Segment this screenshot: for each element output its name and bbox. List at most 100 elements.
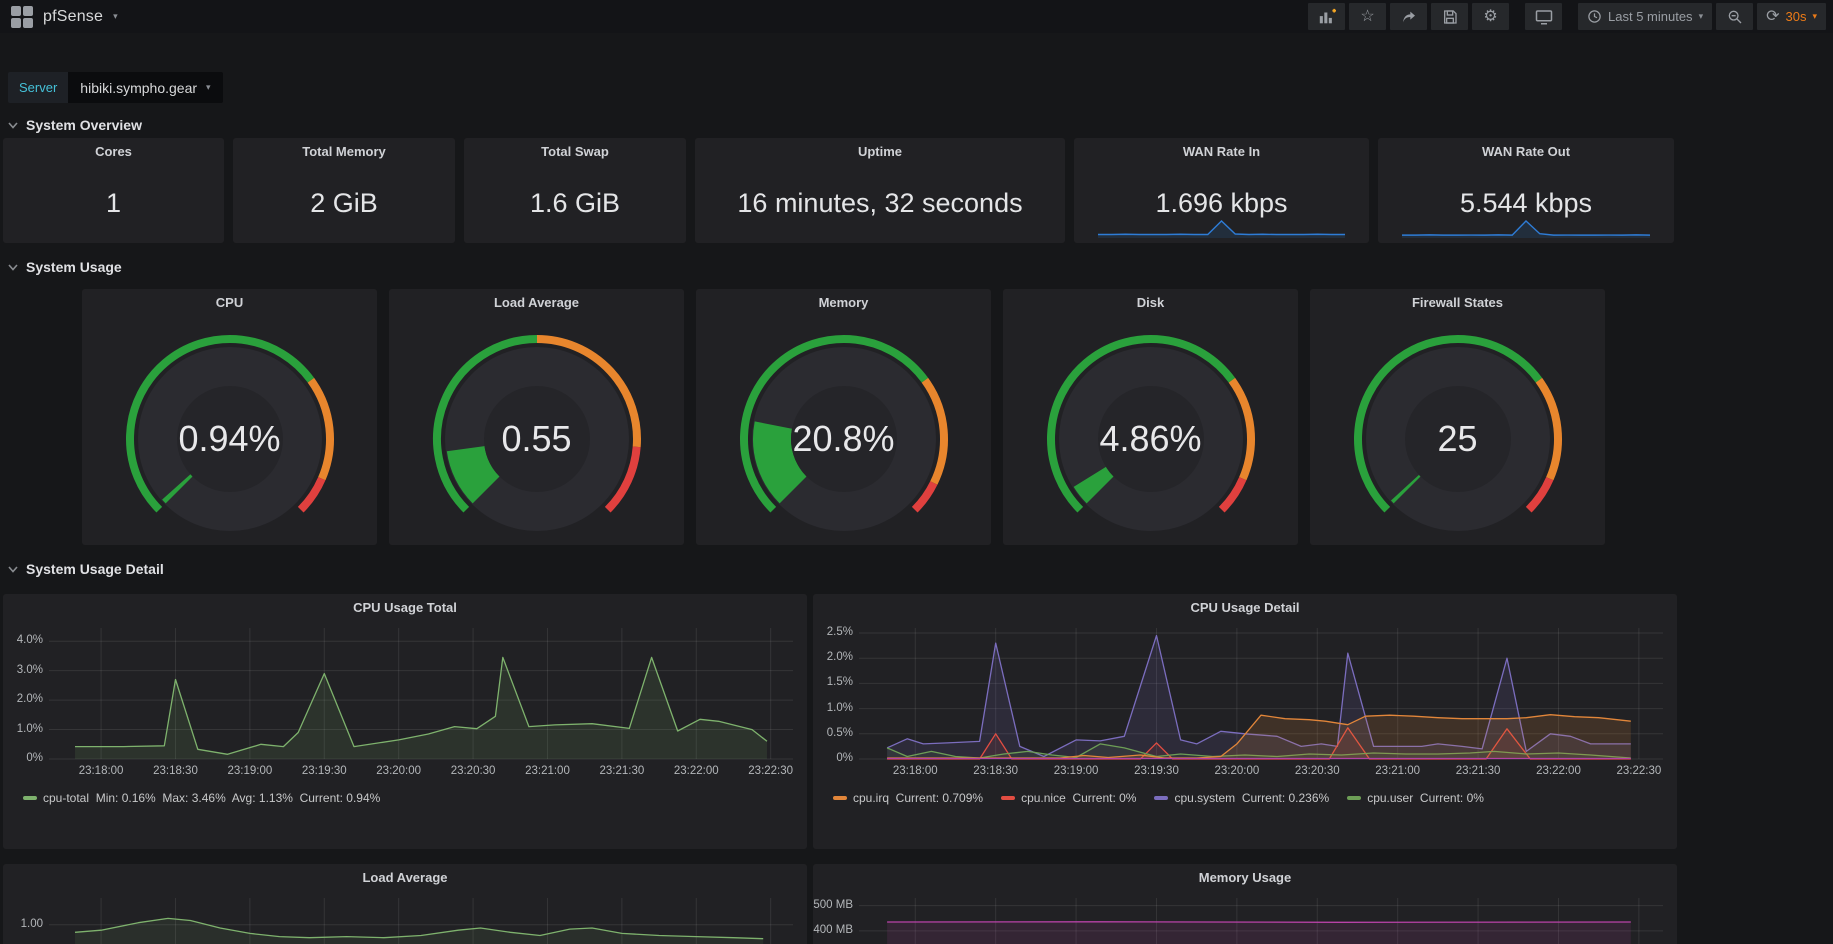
- stat-panel-total-memory: Total Memory 2 GiB: [233, 138, 455, 243]
- gauge-value: 0.55: [501, 418, 572, 459]
- chart-panel-title[interactable]: CPU Usage Total: [353, 600, 457, 615]
- legend-item[interactable]: cpu.irq Current: 0.709%: [833, 791, 983, 805]
- chart-svg: [859, 628, 1663, 760]
- stat-panel-title[interactable]: Total Memory: [302, 144, 386, 159]
- stat-panel-total-swap: Total Swap 1.6 GiB: [464, 138, 686, 243]
- stat-panel-title[interactable]: WAN Rate Out: [1481, 144, 1571, 159]
- y-axis-tick-label: 0%: [836, 752, 853, 764]
- stat-panel-cores: Cores 1: [3, 138, 224, 243]
- save-button[interactable]: [1431, 3, 1469, 30]
- legend-color-dash: [1001, 796, 1016, 800]
- chart-panel-title[interactable]: CPU Usage Detail: [1190, 600, 1300, 615]
- zoom-out-button[interactable]: [1716, 3, 1754, 30]
- section-header-system-usage[interactable]: System Usage: [8, 259, 1833, 275]
- x-axis-tick-label: 23:18:30: [973, 765, 1019, 777]
- x-axis-tick-label: 23:22:30: [1616, 765, 1662, 777]
- time-range-picker[interactable]: Last 5 minutes ▾: [1578, 3, 1713, 30]
- y-axis-tick-label: 1.0%: [16, 722, 43, 735]
- star-icon: ☆: [1360, 7, 1375, 25]
- legend-item[interactable]: cpu.system Current: 0.236%: [1154, 791, 1329, 805]
- x-axis-tick-label: 23:19:00: [227, 765, 273, 777]
- grafana-menu-icon[interactable]: [11, 5, 33, 28]
- gauge-panel-title[interactable]: Disk: [1136, 295, 1165, 310]
- series-cpu.system: [886, 634, 1631, 758]
- legend-item[interactable]: cpu.nice Current: 0%: [1001, 791, 1136, 805]
- stat-panel-title[interactable]: WAN Rate In: [1182, 144, 1261, 159]
- section-header-system-overview[interactable]: System Overview: [8, 117, 1833, 133]
- legend-label: cpu.user Current: 0%: [1367, 791, 1484, 805]
- chart-plot-area[interactable]: 0% 1.0% 2.0% 3.0% 4.0% 23:18:00 23:18:30 23:19:…: [3, 620, 807, 847]
- stat-panel-title[interactable]: Uptime: [857, 144, 903, 159]
- y-axis-tick-label: 3.0%: [16, 663, 43, 676]
- tv-icon: [1535, 9, 1552, 24]
- chart-panel-memory-usage: Memory Usage 100 MB200 MB300 MB400 MB500…: [813, 864, 1677, 944]
- gauge-arc: [1353, 335, 1562, 531]
- gauge-panel-title[interactable]: CPU: [215, 295, 244, 310]
- stat-value: 5.544 kbps: [1459, 188, 1593, 218]
- chart-row-1: CPU Usage Total 0% 1.0% 2.0% 3.0% 4.0% 23:18:…: [3, 594, 1833, 849]
- gauge: 25: [1310, 315, 1605, 543]
- chart-legend: cpu-total Min: 0.16% Max: 3.46% Avg: 1.1…: [23, 791, 380, 805]
- server-variable-dropdown[interactable]: hibiki.sympho.gear ▾: [68, 72, 223, 103]
- dashboard-header: pfSense ▾: [7, 5, 118, 28]
- gauge-panel-title[interactable]: Memory: [818, 295, 869, 310]
- stat-panel-title[interactable]: Total Swap: [541, 144, 609, 159]
- section-header-system-usage-detail[interactable]: System Usage Detail: [8, 561, 1833, 577]
- server-variable-label: Server: [8, 72, 69, 103]
- gauge-panel-memory: Memory 20.8%: [696, 289, 991, 545]
- y-axis-tick-label: 2.0%: [826, 651, 853, 664]
- chevron-down-icon[interactable]: ▾: [113, 11, 118, 21]
- refresh-icon: ⟳: [1766, 7, 1780, 25]
- chart-plot-area[interactable]: 00.250.500.751.0023:18:0023:18:3023:19:0…: [3, 890, 807, 944]
- sparkline: [1098, 220, 1345, 238]
- legend-label: cpu.irq Current: 0.709%: [853, 791, 984, 805]
- legend-label: cpu.system Current: 0.236%: [1174, 791, 1330, 805]
- gauge-value: 25: [1437, 418, 1478, 459]
- add-panel-icon: [1319, 8, 1336, 23]
- share-button[interactable]: [1390, 3, 1428, 30]
- cycle-view-button[interactable]: [1525, 3, 1563, 30]
- chart-plot-area[interactable]: 0% 0.5% 1.0% 1.5% 2.0% 2.5% 23:18:00 23:18:30 23…: [813, 620, 1677, 847]
- stat-panel-wan-rate-in: WAN Rate In 1.696 kbps: [1074, 138, 1369, 243]
- refresh-button[interactable]: ⟳ 30s ▾: [1757, 3, 1826, 30]
- time-range-label: Last 5 minutes: [1608, 9, 1693, 24]
- y-axis-tick-label: 4.0%: [16, 634, 43, 647]
- legend-item[interactable]: cpu-total Min: 0.16% Max: 3.46% Avg: 1.1…: [23, 791, 380, 805]
- y-axis-tick-label: 1.00: [20, 917, 43, 930]
- y-axis-tick-label: 400 MB: [813, 923, 853, 936]
- gauge-arc: [432, 335, 641, 531]
- settings-button[interactable]: ⚙: [1472, 3, 1510, 30]
- gauge: 20.8%: [696, 315, 991, 543]
- star-button[interactable]: ☆: [1349, 3, 1387, 30]
- chevron-down-icon: ▾: [206, 82, 211, 92]
- navbar: pfSense ▾ ☆ ⚙: [0, 0, 1833, 33]
- series-load: [74, 917, 764, 940]
- add-panel-button[interactable]: [1308, 3, 1346, 30]
- chart-panel-title[interactable]: Memory Usage: [1198, 870, 1292, 885]
- stat-panel-wan-rate-out: WAN Rate Out 5.544 kbps: [1378, 138, 1674, 243]
- chart-panel-title[interactable]: Load Average: [362, 870, 448, 885]
- sparkline: [1402, 220, 1650, 238]
- series-cpu.irq: [887, 714, 1631, 759]
- legend-item[interactable]: cpu.user Current: 0%: [1347, 791, 1484, 805]
- x-axis-tick-label: 23:20:30: [450, 765, 496, 777]
- x-axis-tick-label: 23:22:30: [748, 765, 794, 777]
- chevron-down-icon: [8, 565, 18, 573]
- gauge-arc: [1046, 335, 1255, 531]
- gauge-panel-title[interactable]: Load Average: [493, 295, 579, 310]
- gauge-panel-load-average: Load Average 0.55: [389, 289, 684, 545]
- y-axis-tick-label: 0.5%: [826, 726, 853, 739]
- toolbar: ☆ ⚙ Last 5 minutes ▾: [1308, 3, 1826, 30]
- gauge-arc: [739, 335, 948, 531]
- clock-icon: [1588, 10, 1601, 23]
- refresh-interval-label: 30s: [1785, 9, 1807, 24]
- y-axis-tick-label: 2.0%: [16, 693, 43, 706]
- stat-value: 1: [105, 188, 122, 218]
- gauge-panel-title[interactable]: Firewall States: [1411, 295, 1504, 310]
- stat-panel-title[interactable]: Cores: [95, 144, 132, 159]
- dashboard-title[interactable]: pfSense: [43, 7, 104, 25]
- x-axis-tick-label: 23:20:00: [376, 765, 422, 777]
- x-axis-tick-label: 23:21:00: [1375, 765, 1421, 777]
- chart-legend: cpu.irq Current: 0.709% cpu.nice Current:…: [833, 791, 1484, 805]
